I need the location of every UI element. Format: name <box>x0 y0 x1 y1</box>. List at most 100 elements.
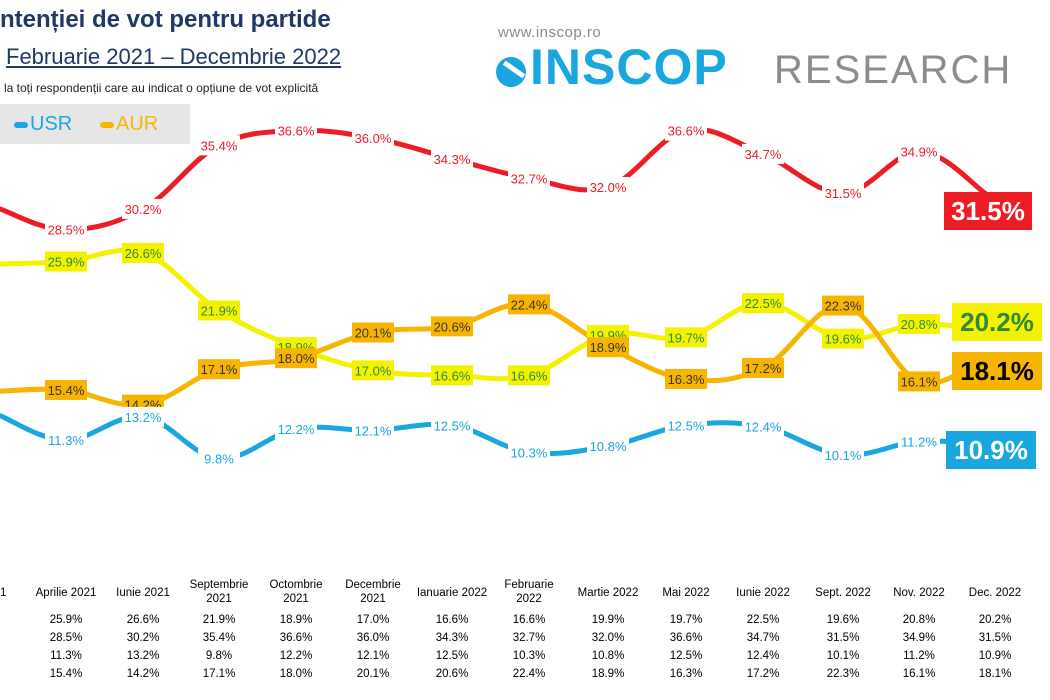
svg-text:10.8%: 10.8% <box>590 439 627 454</box>
site-url[interactable]: www.inscop.ro <box>498 24 602 41</box>
table-cell: 26.6% <box>126 614 160 626</box>
svg-text:18.0%: 18.0% <box>278 351 315 366</box>
series-line-aur <box>0 301 988 408</box>
table-cell: 11.3% <box>50 650 82 662</box>
aur-line-icon <box>100 121 114 128</box>
data-label-usr-7: 10.3% <box>508 442 550 463</box>
table-cell: 20.6% <box>435 668 469 680</box>
svg-text:32.0%: 32.0% <box>590 180 627 195</box>
data-label-yellow-9: 19.7% <box>665 327 707 348</box>
table-cell: 12.2% <box>279 650 313 662</box>
chart-period: Februarie 2021 – Decembrie 2022 <box>6 44 342 69</box>
data-label-usr-9: 12.5% <box>665 415 707 436</box>
table-cell: 25.9% <box>49 614 83 626</box>
data-label-red-3: 35.4% <box>198 135 240 156</box>
table-cell: 34.3% <box>435 632 469 644</box>
table-cell: 36.6% <box>279 632 313 644</box>
data-label-aur-1: 15.4% <box>45 379 87 400</box>
latest-value-red: 31.5% <box>944 192 1032 230</box>
table-header-4: Octombrie 2021 <box>269 579 323 605</box>
data-label-red-2: 30.2% <box>122 198 164 219</box>
data-label-red-4: 36.6% <box>275 120 317 141</box>
svg-text:12.2%: 12.2% <box>278 422 315 437</box>
svg-text:36.6%: 36.6% <box>668 124 705 139</box>
data-label-yellow-2: 26.6% <box>122 242 164 263</box>
table-cell: 12.1% <box>356 650 390 662</box>
table-cell: 18.9% <box>591 668 625 680</box>
svg-text:35.4%: 35.4% <box>201 138 238 153</box>
svg-text:21.9%: 21.9% <box>201 303 238 318</box>
svg-text:36.0%: 36.0% <box>355 131 392 146</box>
data-label-yellow-7: 16.6% <box>508 365 550 386</box>
data-label-usr-5: 12.1% <box>352 420 394 441</box>
svg-text:30.2%: 30.2% <box>125 202 162 217</box>
svg-text:34.7%: 34.7% <box>745 147 782 162</box>
data-label-usr-6: 12.5% <box>431 415 473 436</box>
table-cell: 20.2% <box>978 614 1012 626</box>
data-label-red-8: 32.0% <box>587 176 629 197</box>
table-header-6: Ianuarie 2022 <box>416 587 488 599</box>
table-cell: 9.8% <box>205 650 233 662</box>
table-header-2: Iunie 2021 <box>116 587 170 599</box>
data-label-usr-11: 10.1% <box>822 444 864 465</box>
data-label-aur-10: 17.2% <box>742 357 784 378</box>
table-cell: 36.0% <box>356 632 390 644</box>
table-cell: 12.5% <box>435 650 469 662</box>
table-cell: 17.2% <box>746 668 780 680</box>
svg-text:16.6%: 16.6% <box>511 368 548 383</box>
table-cell: 10.1% <box>826 650 860 662</box>
data-label-yellow-1: 25.9% <box>45 251 87 272</box>
table-header-3: Septembrie 2021 <box>189 579 249 605</box>
data-label-usr-1: 11.3% <box>45 430 87 451</box>
chart-subtitle: la toți respondenții care au indicat o o… <box>4 81 319 95</box>
data-label-aur-12: 16.1% <box>898 371 940 392</box>
table-cell: 16.6% <box>435 614 469 626</box>
table-cell: 20.8% <box>902 614 936 626</box>
data-label-red-11: 31.5% <box>822 183 864 204</box>
svg-text:16.6%: 16.6% <box>434 368 471 383</box>
svg-text:16.3%: 16.3% <box>668 372 705 387</box>
legend-label-aur: AUR <box>116 113 159 135</box>
table-cell: 21.9% <box>202 614 236 626</box>
latest-value-aur: 18.1% <box>952 352 1042 390</box>
table-cell: 10.3% <box>512 650 546 662</box>
data-label-usr-12: 11.2% <box>898 431 940 452</box>
table-header-5: Decembrie 2021 <box>345 579 401 605</box>
table-header-8: Martie 2022 <box>577 587 639 599</box>
svg-text:15.4%: 15.4% <box>48 383 85 398</box>
table-cell: 19.7% <box>669 614 703 626</box>
svg-text:12.4%: 12.4% <box>745 420 782 435</box>
usr-line-icon <box>14 121 28 128</box>
svg-text:11.3%: 11.3% <box>48 433 84 448</box>
svg-text:12.5%: 12.5% <box>434 418 471 433</box>
data-label-yellow-5: 17.0% <box>352 360 394 381</box>
data-label-aur-5: 20.1% <box>352 322 394 343</box>
table-header-12: Nov. 2022 <box>893 587 945 599</box>
table-cell: 16.3% <box>669 668 703 680</box>
legend-item-aur: AUR <box>100 113 158 136</box>
svg-text:18.9%: 18.9% <box>590 340 627 355</box>
data-label-usr-8: 10.8% <box>587 436 629 457</box>
svg-text:19.7%: 19.7% <box>668 330 705 345</box>
table-cell: 18.9% <box>279 614 313 626</box>
data-label-yellow-3: 21.9% <box>198 300 240 321</box>
svg-text:10.1%: 10.1% <box>825 448 862 463</box>
svg-text:17.0%: 17.0% <box>355 363 392 378</box>
table-cell: 10.8% <box>591 650 625 662</box>
legend-item-usr: USR <box>14 113 72 136</box>
svg-text:34.3%: 34.3% <box>434 152 471 167</box>
data-label-red-6: 34.3% <box>431 148 473 169</box>
data-label-aur-9: 16.3% <box>665 368 707 389</box>
svg-text:22.4%: 22.4% <box>511 297 548 312</box>
table-cell: 28.5% <box>49 632 83 644</box>
data-label-red-9: 36.6% <box>665 120 707 141</box>
logo-secondary-text: RESEARCH <box>774 48 1013 92</box>
table-cell: 36.6% <box>669 632 703 644</box>
table-header-1: Aprilie 2021 <box>35 587 97 599</box>
data-label-usr-10: 12.4% <box>742 416 784 437</box>
table-header-0: 21 <box>0 587 7 599</box>
table-header-7: Februarie 2022 <box>504 579 554 605</box>
data-label-red-10: 34.7% <box>742 143 784 164</box>
svg-text:16.1%: 16.1% <box>901 374 938 389</box>
data-label-usr-2: 13.2% <box>122 406 164 427</box>
